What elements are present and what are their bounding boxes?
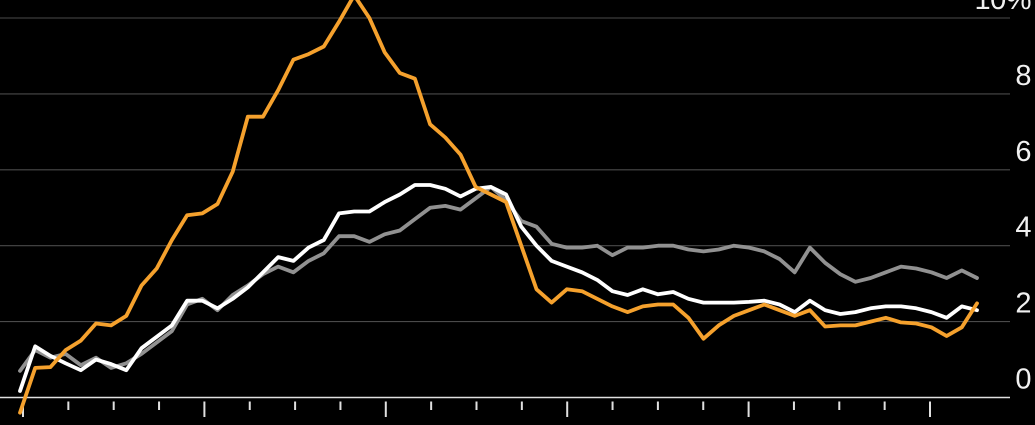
series-line-orange xyxy=(18,0,979,415)
y-axis-label: 4 xyxy=(1015,212,1031,244)
y-axis-label: 2 xyxy=(1015,288,1031,320)
series-line-gray xyxy=(18,184,979,373)
y-axis-label: 10% xyxy=(974,0,1031,16)
y-axis-label: 6 xyxy=(1015,136,1031,168)
series-line-white xyxy=(18,183,979,393)
y-axis-label: 8 xyxy=(1015,60,1031,92)
y-axis-label: 0 xyxy=(1015,364,1031,396)
